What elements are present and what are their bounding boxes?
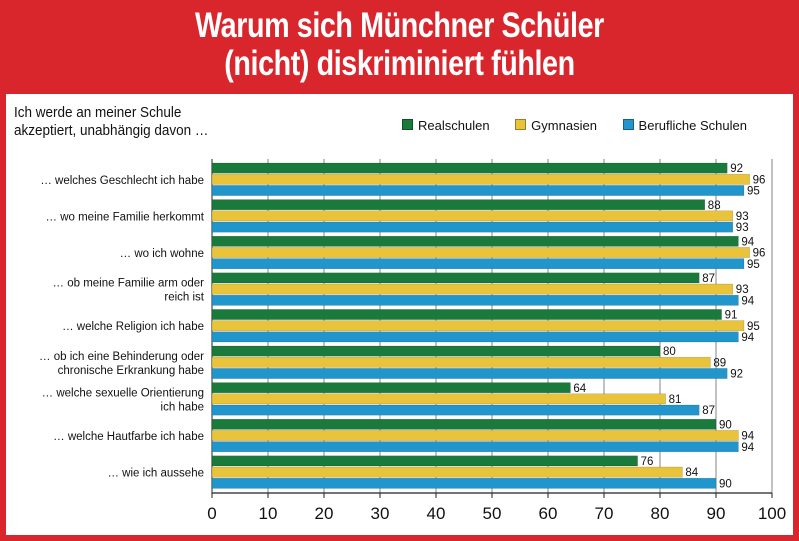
legend-item-gymnasien: Gymnasien <box>515 118 597 133</box>
bar-berufliche-schulen-2 <box>211 221 734 233</box>
legend-swatch-realschulen <box>402 119 413 130</box>
chart-panel: Ich werde an meiner Schule akzeptiert, u… <box>6 94 793 535</box>
value-label-berufliche-schulen-1: 95 <box>747 186 760 198</box>
bar-berufliche-schulen-6 <box>211 368 728 379</box>
value-label-realschulen-7: 64 <box>573 383 586 395</box>
bar-realschulen-5 <box>211 309 722 320</box>
category-label-5: … welche Religion ich habe <box>62 321 204 333</box>
bar-berufliche-schulen-7 <box>211 404 700 416</box>
bar-gymnasien-8 <box>211 430 739 441</box>
title-line-2: (nicht) diskriminiert fühlen <box>224 44 575 83</box>
bar-gymnasien-9 <box>211 466 683 478</box>
bar-realschulen-1 <box>211 162 728 174</box>
category-label-1: … welches Geschlecht ich habe <box>40 175 204 187</box>
value-label-berufliche-schulen-5: 94 <box>741 332 754 344</box>
value-label-berufliche-schulen-6: 92 <box>730 369 743 381</box>
bar-gymnasien-4 <box>211 283 734 295</box>
value-label-gymnasien-7: 81 <box>669 394 682 406</box>
category-label-2: … wo meine Familie herkommt <box>46 211 205 223</box>
legend-label-gymnasien: Gymnasien <box>531 118 597 133</box>
value-label-berufliche-schulen-7: 87 <box>702 405 715 417</box>
value-label-gymnasien-4: 93 <box>736 284 749 296</box>
bar-berufliche-schulen-8 <box>211 441 739 453</box>
bar-berufliche-schulen-4 <box>211 294 739 306</box>
chart-title: Warum sich Münchner Schüler (nicht) disk… <box>0 0 799 92</box>
x-tick-label-50: 50 <box>483 504 502 523</box>
category-label-9: … wie ich aussehe <box>107 468 204 480</box>
value-label-realschulen-4: 87 <box>702 273 715 285</box>
value-label-realschulen-6: 80 <box>663 346 676 358</box>
value-label-realschulen-8: 90 <box>719 419 732 431</box>
bar-realschulen-6 <box>211 345 661 357</box>
bar-gymnasien-6 <box>211 356 711 368</box>
bar-berufliche-schulen-1 <box>211 185 745 196</box>
bar-gymnasien-3 <box>211 247 750 258</box>
bar-realschulen-2 <box>211 199 706 211</box>
legend-swatch-gymnasien <box>515 119 527 130</box>
x-tick-label-40: 40 <box>427 504 446 523</box>
value-label-realschulen-3: 94 <box>741 236 754 248</box>
value-label-gymnasien-2: 93 <box>736 211 749 223</box>
bar-realschulen-3 <box>211 235 739 247</box>
bar-realschulen-9 <box>211 455 638 467</box>
x-tick-label-90: 90 <box>707 504 726 523</box>
category-label-4-line-1: … ob meine Familie arm oder <box>53 278 205 290</box>
category-label-6-line-2: chronische Erkrankung habe <box>58 365 204 377</box>
bar-berufliche-schulen-3 <box>211 258 745 270</box>
category-label-6-line-1: … ob ich eine Behinderung oder <box>39 351 204 363</box>
x-tick-label-70: 70 <box>595 504 614 523</box>
value-label-gymnasien-1: 96 <box>753 174 766 186</box>
value-label-berufliche-schulen-3: 95 <box>747 259 760 271</box>
x-tick-label-10: 10 <box>259 504 278 523</box>
subtitle-line-2: akzeptiert, unabhängig davon … <box>14 122 209 139</box>
value-label-gymnasien-9: 84 <box>685 467 698 479</box>
legend-item-realschulen: Realschulen <box>402 118 490 133</box>
legend-swatch-berufliche-schulen <box>622 119 634 130</box>
value-label-gymnasien-5: 95 <box>747 321 760 333</box>
x-tick-label-60: 60 <box>539 504 558 523</box>
legend: Realschulen Gymnasien Berufliche Schulen <box>402 118 769 133</box>
bar-realschulen-8 <box>211 418 717 430</box>
value-label-gymnasien-3: 96 <box>753 248 766 260</box>
title-line-1: Warum sich Münchner Schüler <box>195 6 604 45</box>
x-tick-label-0: 0 <box>207 504 216 523</box>
bar-gymnasien-5 <box>211 320 745 332</box>
legend-label-berufliche-schulen: Berufliche Schulen <box>638 118 747 133</box>
category-label-8: … welche Hautfarbe ich habe <box>53 431 204 443</box>
value-label-gymnasien-6: 89 <box>713 357 726 369</box>
value-label-berufliche-schulen-2: 93 <box>736 222 749 234</box>
category-label-7-line-1: … welche sexuelle Orientierung <box>42 387 204 399</box>
bar-berufliche-schulen-9 <box>211 477 717 489</box>
x-tick-label-100: 100 <box>758 504 786 523</box>
x-tick-label-80: 80 <box>651 504 670 523</box>
bar-realschulen-7 <box>211 382 571 394</box>
legend-item-berufliche-schulen: Berufliche Schulen <box>622 118 747 133</box>
legend-label-realschulen: Realschulen <box>418 118 490 133</box>
x-tick-label-30: 30 <box>371 504 390 523</box>
category-label-7-line-2: ich habe <box>161 401 204 413</box>
value-label-berufliche-schulen-8: 94 <box>741 442 754 454</box>
x-tick-label-20: 20 <box>315 504 334 523</box>
category-label-3: … wo ich wohne <box>120 248 204 260</box>
value-label-berufliche-schulen-4: 94 <box>741 295 754 307</box>
value-label-berufliche-schulen-9: 90 <box>719 478 732 490</box>
bar-gymnasien-2 <box>211 210 734 222</box>
bar-gymnasien-7 <box>211 393 666 405</box>
chart-subtitle: Ich werde an meiner Schule akzeptiert, u… <box>14 104 208 140</box>
value-label-gymnasien-8: 94 <box>741 431 754 443</box>
subtitle-line-1: Ich werde an meiner Schule <box>14 104 182 121</box>
value-label-realschulen-5: 91 <box>725 310 738 322</box>
bar-berufliche-schulen-5 <box>211 331 739 343</box>
bar-realschulen-4 <box>211 272 700 284</box>
bar-gymnasien-1 <box>211 173 750 185</box>
value-label-realschulen-2: 88 <box>708 200 721 212</box>
value-label-realschulen-9: 76 <box>641 456 654 468</box>
value-label-realschulen-1: 92 <box>730 163 743 175</box>
category-label-4-line-2: reich ist <box>164 292 204 304</box>
